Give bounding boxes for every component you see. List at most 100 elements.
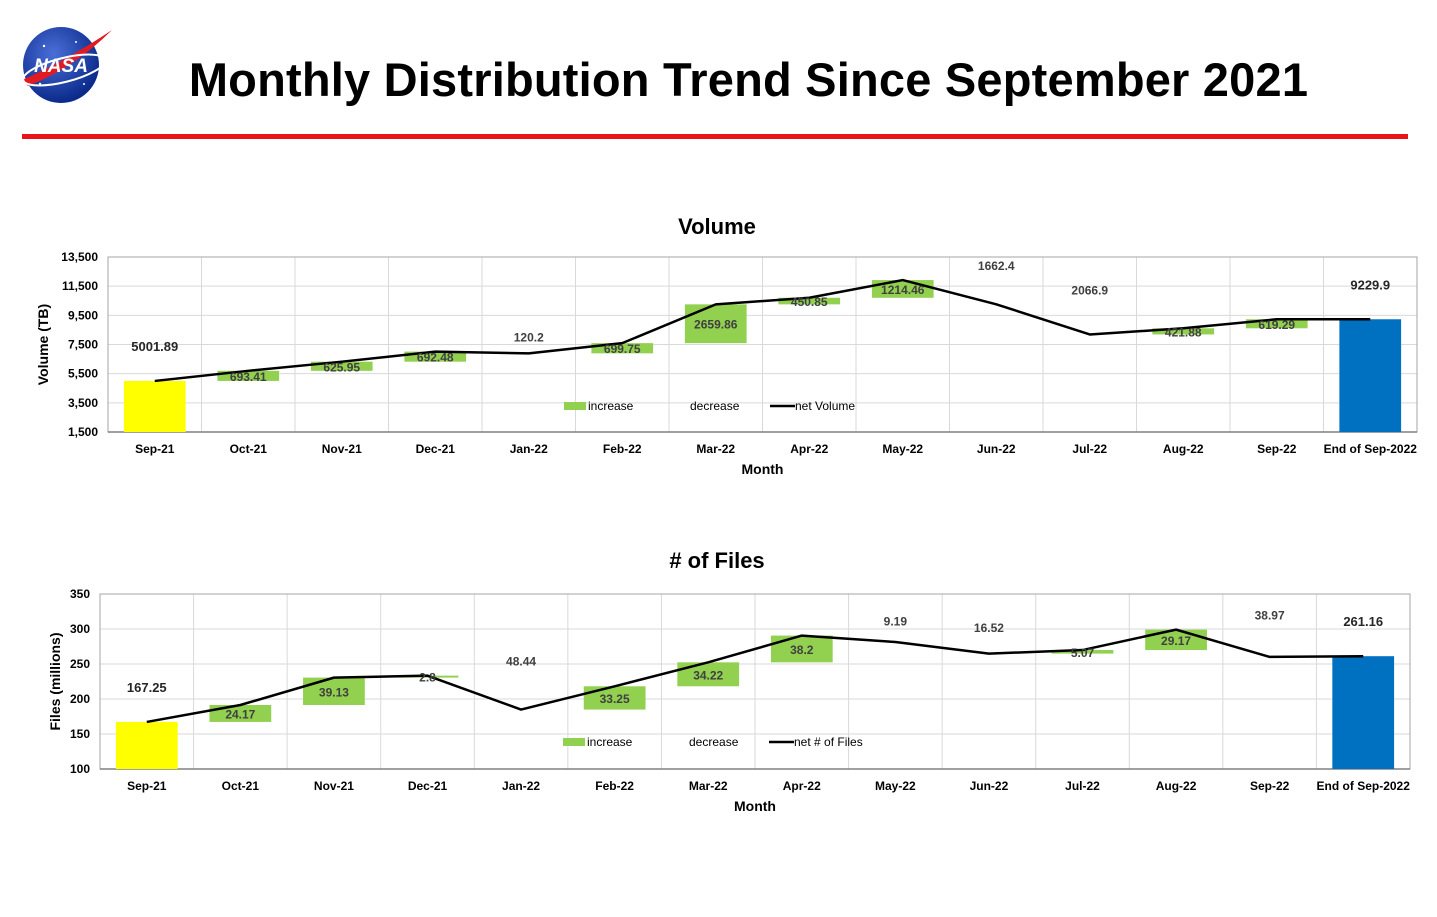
increase-bar [217,370,280,381]
x-tick-label: End of Sep-2022 [1324,442,1418,456]
x-tick-label: Aug-22 [1163,442,1204,456]
x-tick-label: Jun-22 [970,779,1009,793]
y-tick-label: 1,500 [68,425,98,439]
data-label: 16.52 [974,621,1004,635]
decrease-bar [965,280,1027,304]
increase-bar [1152,328,1215,335]
nasa-logo: NASA [14,22,114,106]
data-label: 619.29 [1258,318,1295,332]
data-label: 450.85 [791,295,828,309]
y-tick-label: 11,500 [62,279,98,293]
legend-label-decrease: decrease [689,735,739,749]
increase-bar [684,304,747,344]
end-bar [1332,656,1395,769]
increase-bar [677,662,740,687]
increase-bar [404,351,467,362]
data-label: 9229.9 [1350,277,1390,292]
end-bar [1339,319,1402,432]
data-label: 2.8 [419,671,436,685]
x-tick-label: Nov-21 [322,442,362,456]
x-tick-label: Nov-21 [314,779,354,793]
data-label: 2659.86 [694,318,738,332]
y-tick-label: 150 [70,727,90,741]
legend-label-net: net # of Files [794,735,863,749]
y-axis-title: Files (millions) [47,632,63,730]
data-label: 693.41 [230,370,267,384]
start-bar [123,380,186,432]
increase-bar [1245,319,1308,329]
x-tick-label: Jun-22 [977,442,1016,456]
increase-bar [209,705,272,722]
increase-bar [871,280,934,298]
nasa-logo-text: NASA [34,56,88,77]
increase-bar [1145,629,1207,651]
data-label: 421.88 [1165,325,1202,339]
data-label: 1214.46 [881,283,925,297]
data-label: 699.75 [604,342,641,356]
x-tick-label: Sep-22 [1257,442,1297,456]
x-tick-label: Oct-21 [222,779,260,793]
x-tick-label: Feb-22 [603,442,642,456]
decrease-bar [958,642,1020,654]
data-label: 120.2 [514,331,544,345]
increase-bar [310,361,373,371]
y-tick-label: 7,500 [68,338,98,352]
data-label: 48.44 [506,655,536,669]
data-label: 5001.89 [131,339,178,354]
x-tick-label: Jul-22 [1072,442,1107,456]
data-label: 5.07 [1071,646,1095,660]
x-tick-label: Apr-22 [790,442,828,456]
data-label: 29.17 [1161,634,1191,648]
data-label: 692.48 [417,351,454,365]
x-tick-label: Aug-22 [1156,779,1197,793]
y-tick-label: 3,500 [68,396,98,410]
data-label: 38.97 [1255,609,1285,623]
page-title: Monthly Distribution Trend Since Septemb… [188,53,1309,106]
legend-label-increase: increase [587,735,633,749]
data-label: 625.95 [323,360,360,374]
decrease-bar [1239,630,1301,657]
y-tick-label: 200 [70,692,90,706]
x-tick-label: Sep-22 [1250,779,1290,793]
x-tick-label: Jan-22 [502,779,540,793]
net-line [146,628,1364,724]
y-tick-label: 350 [70,587,90,601]
x-axis-title: Month [742,461,784,477]
net-line [154,278,1371,383]
title-divider [22,134,1408,139]
increase-bar [583,686,646,710]
data-label: 38.2 [790,643,814,657]
plot-area [107,256,1418,433]
x-tick-label: Sep-21 [127,779,167,793]
x-tick-label: Dec-21 [408,779,448,793]
data-label: 2066.9 [1071,283,1108,297]
x-tick-label: Jul-22 [1065,779,1100,793]
decrease-bar [498,352,560,354]
x-tick-label: May-22 [875,779,916,793]
x-tick-label: Mar-22 [689,779,728,793]
x-tick-label: Dec-21 [416,442,456,456]
decrease-bar [1059,304,1121,334]
legend-swatch-increase [564,402,586,410]
legend-label-decrease: decrease [690,399,740,413]
legend-swatch-increase [563,738,585,746]
y-tick-label: 100 [70,762,90,776]
legend-label-net: net Volume [795,399,855,413]
y-tick-label: 9,500 [68,308,98,322]
volume-chart-title: Volume [678,214,756,239]
x-tick-label: Apr-22 [783,779,821,793]
data-label: 33.25 [600,692,630,706]
data-label: 261.16 [1343,614,1383,629]
increase-bar [396,675,459,678]
x-tick-label: Oct-21 [230,442,268,456]
increase-bar [778,297,841,305]
data-label: 9.19 [884,615,908,629]
data-label: 24.17 [225,707,255,721]
x-axis-title: Month [734,798,776,814]
files-chart-title: # of Files [669,548,765,573]
plot-area [99,593,1411,770]
x-tick-label: End of Sep-2022 [1317,779,1411,793]
y-tick-label: 300 [70,622,90,636]
start-bar [115,721,178,769]
decrease-bar [864,636,926,642]
